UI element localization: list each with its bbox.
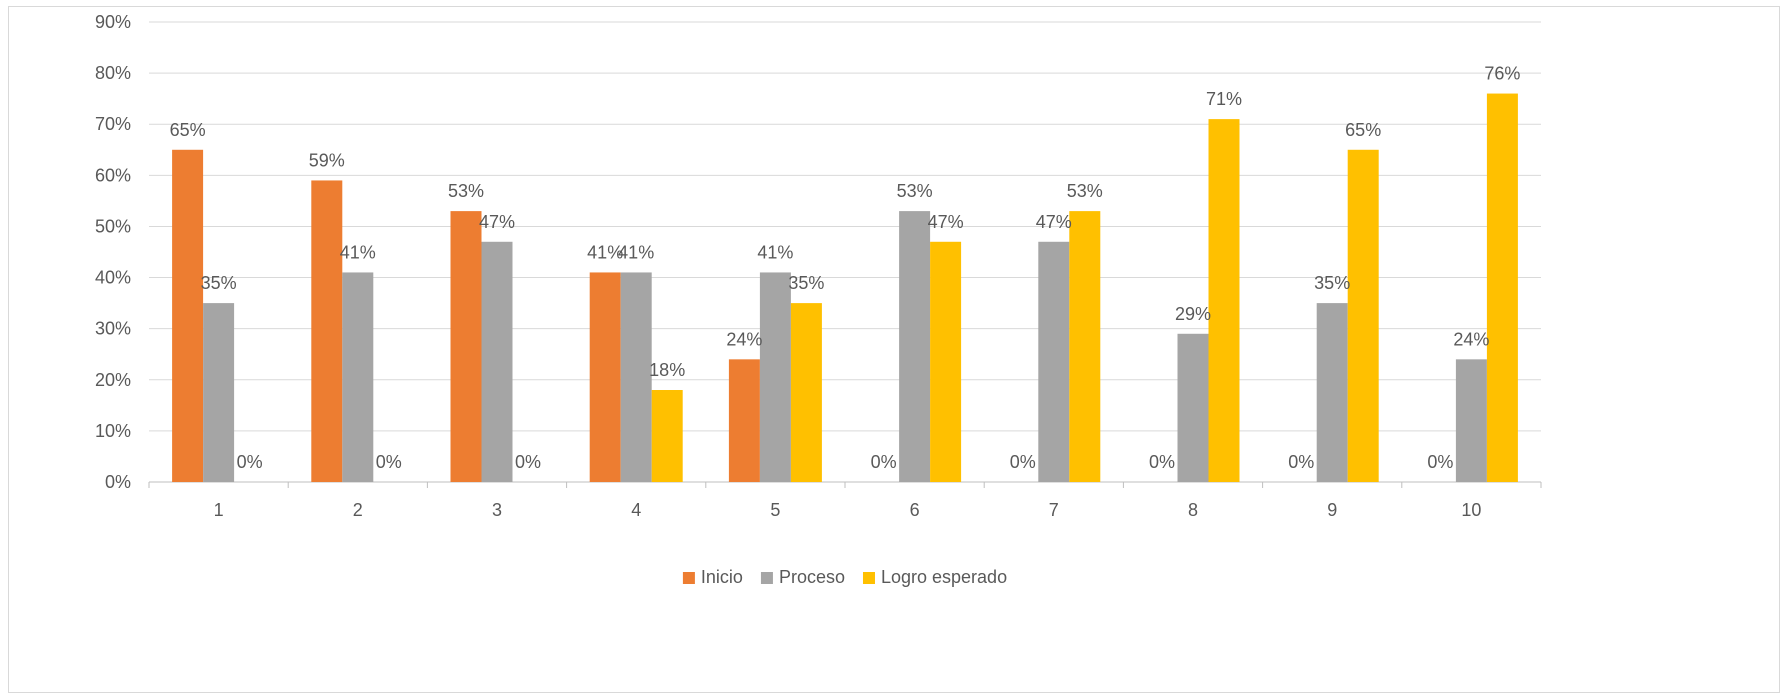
data-label: 76% (1484, 64, 1520, 84)
y-tick-label: 60% (95, 165, 131, 185)
data-label: 41% (340, 242, 376, 262)
x-tick-label: 7 (1049, 500, 1059, 520)
data-label: 18% (649, 360, 685, 380)
x-tick-label: 10 (1461, 500, 1481, 520)
bar-proceso (1177, 333, 1209, 482)
legend-swatch (862, 572, 875, 584)
data-label: 71% (1206, 89, 1242, 109)
bar-proceso (481, 241, 513, 482)
data-label: 47% (479, 212, 515, 232)
data-label: 53% (448, 181, 484, 201)
data-label: 0% (376, 452, 402, 472)
bar-inicio (450, 211, 482, 482)
bar-logro-esperado (1347, 149, 1379, 482)
data-label: 0% (1288, 452, 1314, 472)
y-tick-label: 90% (95, 12, 131, 32)
data-label: 41% (587, 242, 623, 262)
chart-area: 0% 10% 20% 30% 40% 50% 60% 70% 80% 90% 1 2 3 4 5 6 7 8 9 10… (8, 6, 1780, 693)
data-label: 35% (1314, 273, 1350, 293)
x-tick-label: 8 (1188, 500, 1198, 520)
legend-label: Logro esperado (881, 567, 1007, 587)
data-label: 65% (170, 120, 206, 140)
y-tick-label: 50% (95, 216, 131, 236)
x-tick-label: 9 (1327, 500, 1337, 520)
bar-inicio (589, 272, 621, 482)
bar-logro-esperado (1069, 211, 1101, 482)
y-tick-label: 20% (95, 370, 131, 390)
bar-proceso (1316, 303, 1348, 482)
x-tick-label: 1 (214, 500, 224, 520)
bars (172, 93, 1518, 483)
x-tick-label: 2 (353, 500, 363, 520)
x-tick-label: 6 (910, 500, 920, 520)
bar-proceso (1038, 241, 1070, 482)
bar-inicio (728, 359, 760, 482)
data-label: 35% (201, 273, 237, 293)
data-label: 59% (309, 150, 345, 170)
y-tick-label: 0% (105, 472, 131, 492)
y-tick-label: 40% (95, 268, 131, 288)
data-label: 65% (1345, 120, 1381, 140)
axes: 0%10%20%30%40%50%60%70%80%90%1 2 3 4 5 6 7 8 9 10 (95, 12, 1542, 520)
data-labels: 65%59%53%41%24%0% 0% 0% 0% 0%35%41%47%41% 41%… (170, 64, 1521, 472)
legend: Inicio Proceso Logro esperado (682, 567, 1007, 587)
data-label: 0% (871, 452, 897, 472)
data-label: 0% (1010, 452, 1036, 472)
data-label: 0% (1427, 452, 1453, 472)
legend-swatch (682, 572, 695, 584)
bar-logro-esperado (1486, 93, 1518, 483)
legend-swatch (760, 572, 773, 584)
x-tick-label: 3 (492, 500, 502, 520)
y-tick-label: 80% (95, 63, 131, 83)
bar-proceso (759, 272, 791, 482)
data-label: 53% (1067, 181, 1103, 201)
bar-proceso (342, 272, 374, 482)
data-label: 0% (237, 452, 263, 472)
data-label: 0% (515, 452, 541, 472)
data-label: 35% (788, 273, 824, 293)
legend-label: Proceso (779, 567, 845, 587)
bar-proceso (899, 211, 931, 482)
data-label: 24% (726, 329, 762, 349)
bar-inicio (311, 180, 343, 482)
data-label: 0% (1149, 452, 1175, 472)
bar-chart: 0%10%20%30%40%50%60%70%80%90%1 2 3 4 5 6 7 8 9 10… (95, 12, 1542, 587)
data-label: 53% (897, 181, 933, 201)
y-tick-label: 70% (95, 114, 131, 134)
data-label: 47% (1036, 212, 1072, 232)
bar-proceso (1455, 359, 1487, 482)
x-tick-label: 5 (770, 500, 780, 520)
bar-proceso (203, 303, 235, 482)
bar-proceso (620, 272, 652, 482)
data-label: 41% (618, 242, 654, 262)
legend-label: Inicio (701, 567, 743, 587)
bar-logro-esperado (930, 241, 962, 482)
bar-logro-esperado (651, 390, 683, 482)
bar-logro-esperado (1208, 119, 1240, 482)
x-tick-label: 4 (631, 500, 641, 520)
y-tick-label: 30% (95, 319, 131, 339)
y-tick-label: 10% (95, 421, 131, 441)
data-label: 41% (757, 242, 793, 262)
data-label: 47% (928, 212, 964, 232)
bar-inicio (172, 149, 204, 482)
data-label: 29% (1175, 304, 1211, 324)
gridlines (149, 21, 1541, 483)
bar-logro-esperado (790, 303, 822, 482)
data-label: 24% (1453, 329, 1489, 349)
